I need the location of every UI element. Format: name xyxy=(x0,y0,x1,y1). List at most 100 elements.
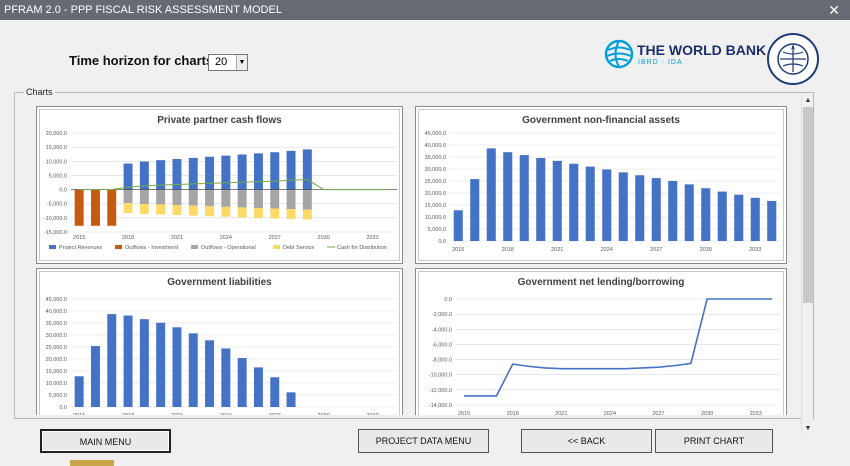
bar xyxy=(221,189,231,207)
bar xyxy=(90,189,100,226)
bar xyxy=(156,204,166,215)
bar xyxy=(503,152,513,241)
legend-label: Outflows - Operational xyxy=(201,245,256,251)
scroll-down-icon[interactable]: ▼ xyxy=(804,425,812,432)
chart-canvas: 0.0 -2,000.0 -4,000.0 -6,000.0 -8,000.0 -10,0… xyxy=(429,297,780,415)
x-tick-label: 2033 xyxy=(366,235,378,241)
y-tick-label: -6,000.0 xyxy=(432,342,452,348)
x-tick-label: 2030 xyxy=(701,411,713,415)
x-tick-label: 2015 xyxy=(452,247,464,253)
cash-distribution-line xyxy=(79,178,389,191)
bar xyxy=(552,160,562,241)
bar xyxy=(253,189,263,208)
y-tick-label: 5,000.0 xyxy=(49,393,67,399)
x-tick-label: 2027 xyxy=(269,235,281,241)
bar xyxy=(74,376,84,407)
bar xyxy=(205,156,215,190)
bar xyxy=(286,189,296,210)
time-horizon-dropdown[interactable]: 20 ▼ xyxy=(208,54,248,71)
project-data-menu-button[interactable]: PROJECT DATA MENU xyxy=(358,429,489,453)
chart-canvas: 45,000.0 40,000.0 35,000.0 30,000.0 25,000.0… xyxy=(425,131,780,253)
bar xyxy=(651,178,661,241)
y-tick-label: -10,000.0 xyxy=(44,216,67,222)
bar xyxy=(767,200,777,241)
bar xyxy=(270,152,280,190)
series-line xyxy=(464,298,772,397)
window-title: PFRAM 2.0 - PPP FISCAL RISK ASSESSMENT M… xyxy=(4,4,282,16)
scrollbar-thumb[interactable] xyxy=(803,107,813,303)
bar xyxy=(585,166,595,241)
charts-group-frame xyxy=(14,92,814,419)
x-tick-label: 2024 xyxy=(604,411,616,415)
y-tick-label: 25,000.0 xyxy=(46,345,67,351)
bar xyxy=(734,194,744,241)
bar xyxy=(237,189,247,208)
bar xyxy=(253,153,263,190)
legend-swatch xyxy=(115,245,122,249)
bar xyxy=(188,333,198,407)
y-tick-label: 20,000.0 xyxy=(425,191,446,197)
y-tick-label: -5,000.0 xyxy=(47,202,67,208)
y-tick-label: 10,000.0 xyxy=(46,381,67,387)
vertical-scrollbar[interactable]: ▲ ▼ xyxy=(801,95,813,434)
y-tick-label: -14,000.0 xyxy=(429,403,452,409)
world-bank-globe-icon xyxy=(604,39,634,69)
y-tick-label: 30,000.0 xyxy=(46,333,67,339)
bar xyxy=(486,148,496,241)
y-tick-label: -15,000.0 xyxy=(44,230,67,236)
legend-label: Outflows - Investment xyxy=(125,245,179,251)
bar xyxy=(302,149,312,190)
bar xyxy=(717,191,727,241)
bar xyxy=(90,346,100,407)
bar xyxy=(302,189,312,210)
y-tick-label: -2,000.0 xyxy=(432,312,452,318)
bar xyxy=(172,189,182,206)
x-tick-label: 2024 xyxy=(601,247,613,253)
x-tick-label: 2024 xyxy=(220,413,232,415)
y-tick-label: 45,000.0 xyxy=(425,131,446,137)
bar xyxy=(74,189,84,226)
charts-group-label: Charts xyxy=(24,87,55,97)
time-horizon-label: Time horizon for charts xyxy=(69,53,214,68)
chart-private-partner-cash-flows: Private partner cash flows 20,000.0 15,00… xyxy=(36,106,403,264)
bar xyxy=(270,377,280,407)
bar xyxy=(188,157,198,190)
bar xyxy=(270,189,280,209)
bar xyxy=(139,203,149,214)
close-icon[interactable]: ✕ xyxy=(828,2,840,18)
y-tick-label: -8,000.0 xyxy=(432,358,452,364)
x-tick-label: 2018 xyxy=(507,411,519,415)
chevron-down-icon[interactable]: ▼ xyxy=(236,55,247,70)
x-tick-label: 2015 xyxy=(73,413,85,415)
y-tick-label: -4,000.0 xyxy=(432,327,452,333)
bar xyxy=(237,154,247,190)
bar xyxy=(107,314,117,407)
x-tick-label: 2027 xyxy=(652,411,664,415)
x-tick-label: 2027 xyxy=(650,247,662,253)
charts-scroll-area[interactable]: Private partner cash flows 20,000.0 15,00… xyxy=(30,102,815,415)
x-tick-label: 2021 xyxy=(171,235,183,241)
scroll-up-icon[interactable]: ▲ xyxy=(804,97,812,104)
bar xyxy=(750,197,760,241)
back-button[interactable]: << BACK xyxy=(521,429,652,453)
bar xyxy=(205,189,215,207)
bar xyxy=(123,189,133,204)
world-bank-name: THE WORLD BANK xyxy=(637,42,767,58)
bar xyxy=(139,161,149,190)
bar xyxy=(602,169,612,241)
main-menu-button[interactable]: MAIN MENU xyxy=(40,429,171,453)
bar xyxy=(668,181,678,241)
bar xyxy=(221,155,231,190)
bar xyxy=(188,205,198,216)
legend-swatch xyxy=(49,245,56,249)
bar xyxy=(123,163,133,190)
print-chart-button[interactable]: PRINT CHART xyxy=(655,429,773,453)
x-tick-label: 2021 xyxy=(171,413,183,415)
chart-title: Government liabilities xyxy=(167,277,272,288)
chart-title: Private partner cash flows xyxy=(157,115,282,126)
taskbar-fragment xyxy=(70,460,114,466)
y-tick-label: 10,000.0 xyxy=(46,159,67,165)
x-tick-label: 2033 xyxy=(750,411,762,415)
bar xyxy=(156,160,166,190)
bar xyxy=(123,203,133,214)
